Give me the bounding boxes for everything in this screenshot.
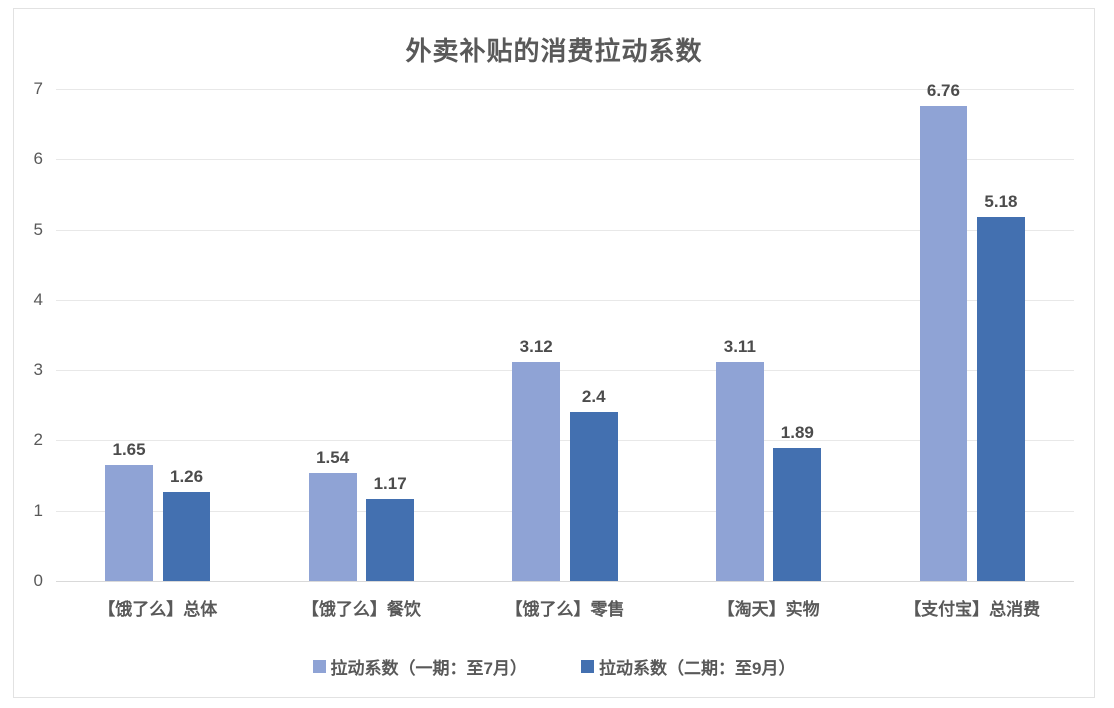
legend-label: 拉动系数（一期：至7月）	[330, 659, 527, 678]
gridline	[56, 159, 1074, 161]
legend-item[interactable]: 拉动系数（一期：至7月）	[312, 654, 527, 679]
y-axis-tick-label: 6	[33, 149, 43, 169]
gridline	[56, 440, 1074, 442]
bars-layer: 1.65 1.26 1.54 1.17 3.12 2.4 3.11 1.89 6.76 5.18	[56, 81, 1074, 581]
y-axis-tick-label: 7	[33, 79, 43, 98]
y-axis-tick-label: 2	[33, 430, 43, 450]
gridline	[56, 581, 1074, 582]
legend-swatch-icon	[312, 660, 326, 673]
gridline	[56, 89, 1074, 90]
x-axis-category-label: 【饿了么】餐饮	[301, 600, 421, 619]
x-axis-category-label: 【淘天】实物	[717, 600, 820, 619]
bar-value-label: 1.89	[780, 423, 814, 443]
bar[interactable]: 2.4	[569, 387, 618, 581]
x-axis-category-label: 【支付宝】总消费	[904, 600, 1041, 619]
bar-value-label: 2.4	[581, 387, 606, 407]
bar[interactable]: 1.89	[773, 423, 822, 581]
bar[interactable]: 1.26	[162, 467, 211, 581]
bar-value-label: 3.12	[519, 336, 553, 356]
bar-group: 6.76 5.18	[870, 81, 1074, 581]
bar-group: 3.12 2.4	[463, 89, 667, 581]
bar[interactable]: 3.11	[715, 337, 764, 581]
y-axis-tick-label: 4	[33, 289, 43, 309]
plot-area: 0 1 2 3 4 5 6 7 1.65 1.26 1.54 1.17 3.12 2.4 3.11 1.89…	[34, 79, 1074, 619]
y-axis-tick-label: 5	[33, 219, 43, 239]
bar[interactable]: 1.17	[366, 474, 415, 581]
chart-frame: 外卖补贴的消费拉动系数 0 1 2 3 4 5 6 7 1.65 1.26 1.54 1.17 3.1…	[13, 8, 1095, 698]
y-axis-tick-label: 1	[33, 500, 43, 520]
y-axis-tick-label: 3	[33, 360, 43, 380]
bar[interactable]: 3.12	[512, 337, 561, 581]
bar-value-label: 1.17	[373, 473, 407, 493]
bar-value-label: 5.18	[984, 191, 1018, 211]
gridline	[56, 370, 1074, 372]
bar[interactable]: 1.65	[105, 440, 153, 581]
bar-group: 3.11 1.89	[667, 89, 871, 581]
gridline	[56, 510, 1074, 512]
chart-legend: 拉动系数（一期：至7月） 拉动系数（二期：至9月）	[14, 654, 1094, 679]
chart-title: 外卖补贴的消费拉动系数	[405, 36, 703, 66]
x-axis-category-label: 【饿了么】总体	[98, 600, 218, 619]
bar[interactable]: 5.18	[977, 192, 1025, 581]
legend-swatch-icon	[581, 660, 594, 673]
bar-value-label: 3.11	[723, 337, 756, 357]
bar[interactable]: 6.76	[919, 81, 968, 581]
bar[interactable]: 1.54	[308, 448, 357, 581]
bar-group: 1.54 1.17	[260, 89, 464, 581]
x-axis-category-label: 【饿了么】零售	[505, 600, 625, 619]
legend-label: 拉动系数（二期：至9月）	[599, 659, 796, 678]
bar-value-label: 1.65	[112, 440, 146, 460]
bar-value-label: 6.76	[926, 80, 960, 100]
legend-item[interactable]: 拉动系数（二期：至9月）	[581, 654, 795, 679]
bar-value-label: 1.26	[170, 467, 204, 487]
y-axis-tick-label: 0	[33, 571, 43, 590]
gridline	[56, 229, 1074, 231]
bar-group: 1.65 1.26	[56, 89, 260, 581]
gridline	[56, 299, 1074, 301]
bar-value-label: 1.54	[316, 447, 350, 467]
